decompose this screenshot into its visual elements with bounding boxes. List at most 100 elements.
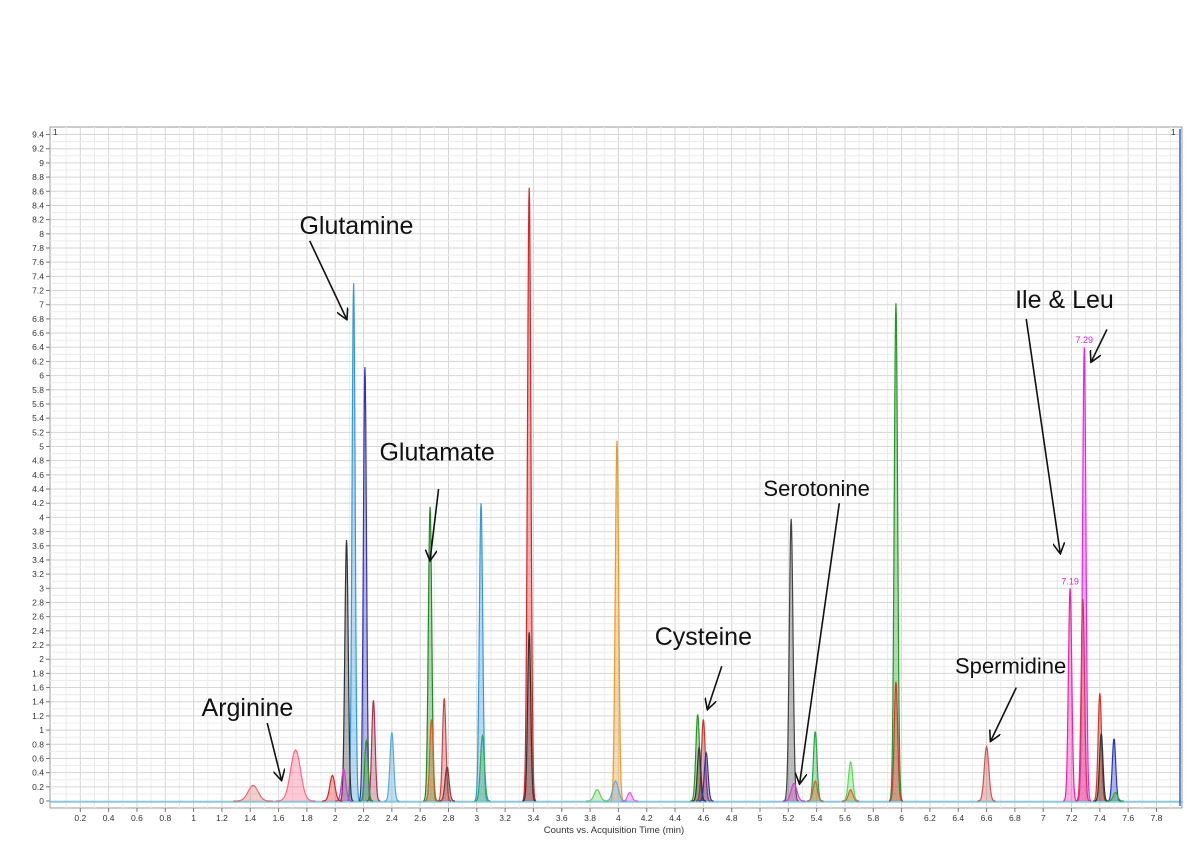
y-tick-label: 0.8: [32, 739, 44, 749]
annotation-label: Ile & Leu: [1015, 286, 1114, 314]
annotation-arrow: [991, 687, 1018, 741]
annotation-arrow: [266, 722, 281, 780]
peak-fill: [1077, 347, 1092, 801]
x-axis-label: Counts vs. Acquisition Time (min): [544, 825, 684, 836]
x-tick-label: 2.4: [386, 813, 398, 823]
peak-line: [692, 745, 706, 802]
peak-fill: [522, 632, 536, 801]
x-tick-label: 1.4: [244, 813, 256, 823]
x-tick-label: 1: [191, 813, 196, 823]
peak-fill: [384, 732, 400, 801]
y-tick-label: 3.8: [32, 527, 44, 537]
x-tick-label: 2: [333, 813, 338, 823]
y-tick-label: 1.2: [32, 711, 44, 721]
peak-fill: [621, 792, 639, 801]
annotation-arrow: [800, 503, 841, 783]
peak-fill: [1063, 588, 1077, 801]
y-tick-label: 5: [39, 442, 44, 452]
peak-fill: [1094, 733, 1109, 801]
y-tick-label: 3.4: [32, 555, 44, 565]
annotation-label: Glutamate: [379, 439, 494, 467]
peak-fill: [322, 775, 343, 801]
annotation-label: Arginine: [202, 694, 294, 722]
peak-fill: [347, 283, 360, 801]
x-tick-label: 5.6: [839, 813, 851, 823]
peak-line: [474, 733, 491, 802]
y-tick-label: 6.4: [32, 342, 44, 352]
peak-line: [782, 782, 806, 802]
annotation-label: Glutamine: [299, 212, 413, 240]
x-tick-label: 2.8: [443, 813, 455, 823]
grid-lines: [50, 127, 1182, 808]
peak-fill: [275, 749, 316, 801]
peak-line: [335, 767, 353, 802]
y-tick-label: 4: [39, 512, 44, 522]
peak-fill: [783, 518, 799, 801]
y-tick-label: 8.4: [32, 200, 44, 210]
peak-fill: [366, 700, 381, 801]
peak-fill: [610, 440, 624, 801]
peak-fill: [807, 731, 823, 801]
peak-line: [1092, 693, 1107, 802]
peak-line: [359, 738, 374, 802]
peak-line: [522, 187, 537, 802]
x-tick-label: 4.8: [726, 813, 738, 823]
y-tick-label: 1.6: [32, 683, 44, 693]
x-tick-label: 4.2: [641, 813, 653, 823]
annotation-arrow: [1091, 329, 1108, 362]
y-tick-label: 1.4: [32, 697, 44, 707]
peak-fill: [474, 503, 488, 801]
peak-fill: [977, 746, 996, 801]
peak-fill: [423, 506, 437, 801]
y-tick-label: 7.8: [32, 243, 44, 253]
y-axis-ticks: 0 0.2 0.4 0.6 0.8 1 1.2 1.4 1.6 1.8 2 2.2 2.4 2.6 2.8 3…: [32, 130, 50, 806]
y-tick-label: 2.4: [32, 626, 44, 636]
y-tick-label: 3.2: [32, 569, 44, 579]
y-tick-label: 7.4: [32, 271, 44, 281]
annotation-arrow: [708, 666, 723, 709]
peak-line: [806, 780, 824, 802]
y-tick-label: 0: [39, 796, 44, 806]
annotation-label: Serotonine: [763, 476, 869, 501]
peak-fill: [474, 735, 491, 801]
peak-fill: [437, 698, 452, 801]
peak-line: [842, 788, 860, 802]
y-tick-label: 6.6: [32, 328, 44, 338]
y-tick-label: 1.8: [32, 668, 44, 678]
peak-labels: 7.29 7.19: [1061, 335, 1093, 586]
peak-fill: [233, 785, 273, 801]
peak-line: [522, 632, 536, 802]
y-tick-label: 8.2: [32, 215, 44, 225]
annotation-label: Spermidine: [955, 653, 1066, 678]
y-tick-label: 2.2: [32, 640, 44, 650]
x-tick-label: 1.6: [273, 813, 285, 823]
peak-fill: [359, 740, 374, 801]
y-tick-label: 9.2: [32, 144, 44, 154]
x-tick-label: 3.6: [556, 813, 568, 823]
y-tick-label: 5.4: [32, 413, 44, 423]
x-tick-label: 5.8: [867, 813, 879, 823]
y-tick-label: 0.6: [32, 753, 44, 763]
y-tick-label: 7: [39, 300, 44, 310]
x-tick-label: 0.6: [131, 813, 143, 823]
peak-line: [1063, 588, 1078, 802]
x-tick-label: 3.2: [499, 813, 511, 823]
peak-fill: [335, 769, 353, 801]
peak-series: [233, 187, 1124, 802]
x-tick-label: 6.4: [952, 813, 964, 823]
peak-fill: [889, 681, 903, 801]
y-tick-label: 7.6: [32, 257, 44, 267]
x-tick-label: 2.6: [414, 813, 426, 823]
peak-rt-label: 7.29: [1075, 335, 1093, 345]
y-tick-label: 5.6: [32, 399, 44, 409]
peak-line: [1077, 347, 1092, 802]
x-tick-label: 0.4: [103, 813, 115, 823]
peak-line: [366, 700, 381, 802]
x-tick-label: 3: [474, 813, 479, 823]
peak-fill: [1107, 738, 1121, 801]
peak-line: [474, 503, 489, 802]
y-tick-label: 2.8: [32, 597, 44, 607]
x-tick-label: 6.2: [924, 813, 936, 823]
y-tick-label: 6: [39, 371, 44, 381]
